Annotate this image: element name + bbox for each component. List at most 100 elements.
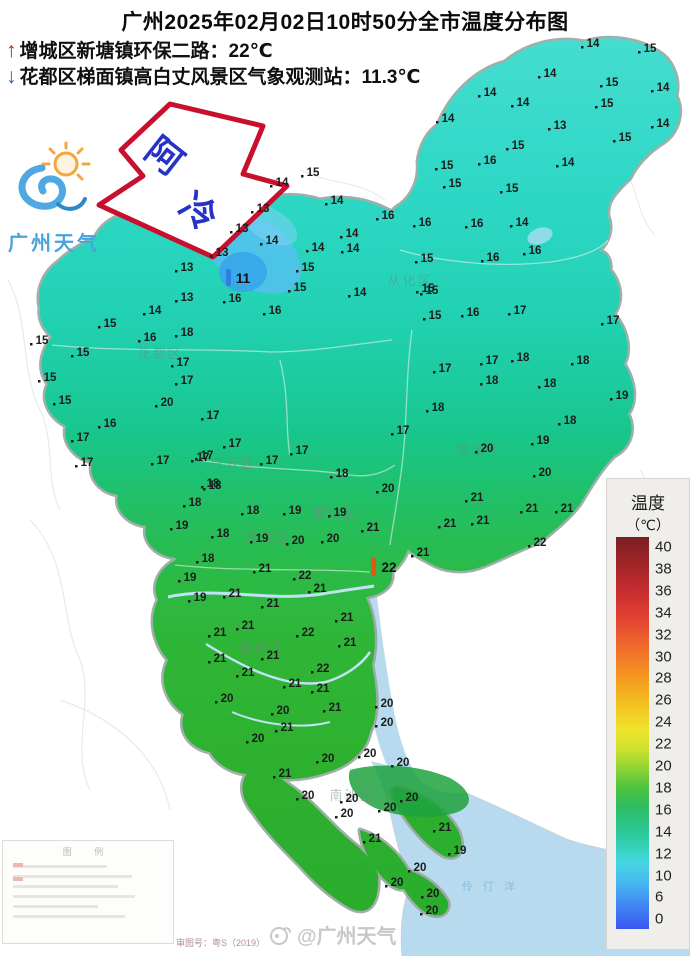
district-label: 黄埔区 xyxy=(312,506,357,521)
station-dot xyxy=(420,913,423,916)
station-temp-label: 14 xyxy=(517,97,530,109)
map-key-row xyxy=(13,865,107,868)
map-key-inset: 图 例 xyxy=(2,840,174,944)
map-key-row xyxy=(13,905,98,908)
station-dot xyxy=(316,761,319,764)
station-temp-label: 16 xyxy=(229,293,242,305)
station-temp-label: 17 xyxy=(397,425,410,437)
station-temp-label: 16 xyxy=(487,252,500,264)
down-arrow-icon: ↓ xyxy=(6,65,17,88)
station-temp-label: 20 xyxy=(481,443,494,455)
station-temp-label: 20 xyxy=(427,888,440,900)
station-temp-label: 22 xyxy=(299,570,312,582)
station-temp-label: 21 xyxy=(229,588,242,600)
station-dot xyxy=(296,270,299,273)
station-temp-label: 20 xyxy=(539,467,552,479)
station-dot xyxy=(283,513,286,516)
station-dot xyxy=(178,580,181,583)
station-temp-label: 15 xyxy=(506,183,519,195)
station-dot xyxy=(203,488,206,491)
station-temp-label: 19 xyxy=(176,520,189,532)
station-temp-label: 21 xyxy=(367,522,380,534)
station-temp-label: 17 xyxy=(77,432,90,444)
station-dot xyxy=(433,371,436,374)
up-arrow-icon: ↑ xyxy=(6,39,17,62)
station-temp-label: 20 xyxy=(406,792,419,804)
station-dot xyxy=(301,175,304,178)
station-dot xyxy=(138,340,141,343)
station-dot xyxy=(385,885,388,888)
station-dot xyxy=(533,475,536,478)
reservoir xyxy=(527,227,553,245)
map-key-row xyxy=(13,915,126,918)
station-temp-label: 18 xyxy=(202,553,215,565)
legend-tick: 34 xyxy=(655,604,672,622)
station-temp-label: 21 xyxy=(267,650,280,662)
station-temp-label: 21 xyxy=(369,833,382,845)
station-temp-label: 20 xyxy=(382,483,395,495)
station-temp-label: 20 xyxy=(302,790,315,802)
station-temp-label: 15 xyxy=(77,347,90,359)
station-temp-label: 16 xyxy=(382,210,395,222)
station-dot xyxy=(143,313,146,316)
station-temp-label: 17 xyxy=(197,452,210,464)
station-dot xyxy=(195,458,198,461)
station-temp-label: 14 xyxy=(562,157,575,169)
station-dot xyxy=(236,628,239,631)
station-dot xyxy=(175,383,178,386)
station-temp-label: 15 xyxy=(619,132,632,144)
station-temp-label: 16 xyxy=(471,218,484,230)
station-dot xyxy=(201,418,204,421)
station-dot xyxy=(290,453,293,456)
legend-tick: 12 xyxy=(655,845,672,863)
nansha-dark-green-patch xyxy=(348,765,469,817)
station-temp-label: 13 xyxy=(181,292,194,304)
station-temp-label: 22 xyxy=(317,663,330,675)
station-temp-label: 21 xyxy=(444,518,457,530)
station-dot xyxy=(548,128,551,131)
station-dot xyxy=(191,460,194,463)
station-dot xyxy=(391,433,394,436)
station-dot xyxy=(378,810,381,813)
station-temp-label: 15 xyxy=(512,140,525,152)
station-dot xyxy=(253,571,256,574)
station-temp-label: 16 xyxy=(269,305,282,317)
station-dot xyxy=(196,561,199,564)
station-dot xyxy=(201,486,204,489)
station-dot xyxy=(348,295,351,298)
station-temp-label: 20 xyxy=(161,397,174,409)
legend-tick: 14 xyxy=(655,823,672,841)
high-temp-value: 22 xyxy=(381,560,396,575)
sea-name-label: 伶仃洋 xyxy=(462,881,525,893)
cold-air-arrow: 阿 冷 xyxy=(96,101,290,260)
station-dot xyxy=(271,713,274,716)
station-temp-label: 13 xyxy=(216,247,229,259)
station-dot xyxy=(306,250,309,253)
station-dot xyxy=(600,85,603,88)
station-temp-label: 21 xyxy=(279,768,292,780)
station-temp-label: 18 xyxy=(209,480,222,492)
station-dot xyxy=(443,186,446,189)
station-dot xyxy=(358,756,361,759)
station-temp-label: 21 xyxy=(417,547,430,559)
low-temp-value: 11 xyxy=(236,271,251,286)
station-temp-label: 19 xyxy=(289,505,302,517)
station-dot xyxy=(538,386,541,389)
station-dot xyxy=(523,253,526,256)
low-temp-text: 花都区梯面镇高白丈风景区气象观测站：11.3℃ xyxy=(19,67,421,88)
station-dot xyxy=(286,543,289,546)
station-dot xyxy=(263,313,266,316)
station-dot xyxy=(538,76,541,79)
extreme-markers: 22 11 xyxy=(226,269,397,576)
station-temp-label: 18 xyxy=(189,497,202,509)
legend-tick: 24 xyxy=(655,713,672,731)
station-dot xyxy=(436,121,439,124)
station-dot xyxy=(296,798,299,801)
district-label: 番禺区 xyxy=(239,640,284,655)
station-temp-label: 21 xyxy=(314,583,327,595)
station-dot xyxy=(53,403,56,406)
station-temp-label: 17 xyxy=(439,363,452,375)
station-dot xyxy=(296,635,299,638)
station-temp-label: 15 xyxy=(441,160,454,172)
